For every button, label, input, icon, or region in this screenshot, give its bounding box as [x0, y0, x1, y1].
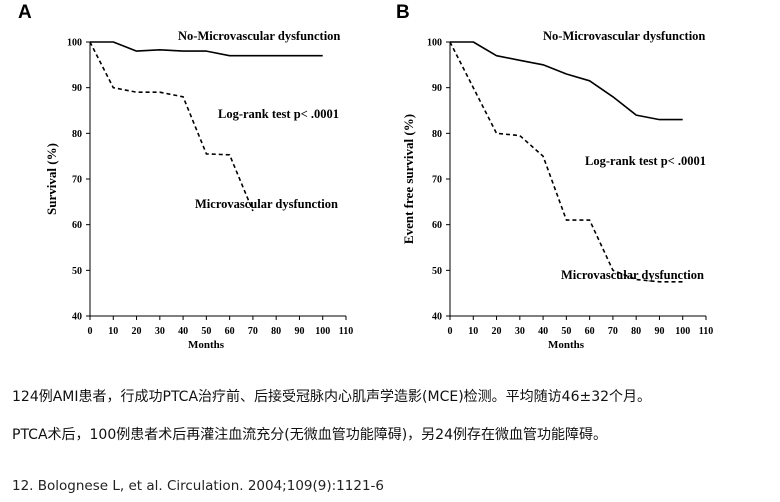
panel-a-x-tick-label: 70	[248, 326, 258, 337]
panel-b-x-tick-label: 20	[492, 326, 502, 337]
panel-a-x-tick-label: 40	[178, 326, 188, 337]
panel-b-y-tick-label: 80	[432, 129, 442, 140]
panel-b-annotation-microvascular: Microvascular dysfunction	[561, 268, 704, 282]
panel-a-label: A	[18, 2, 32, 23]
panel-b-y-tick-label: 70	[432, 175, 442, 186]
panel-a-x-tick-label: 100	[315, 326, 330, 337]
panel-a-y-tick-label: 90	[72, 83, 82, 94]
panel-a-microvascular-dysfunction-line	[89, 41, 254, 212]
panel-a-y-axis-title: Survival (%)	[44, 143, 59, 215]
panel-a-no-microvascular-dysfunction-line	[90, 41, 323, 57]
panel-b-x-tick-label: 110	[699, 326, 713, 337]
panel-b-y-tick-label: 40	[432, 312, 442, 323]
panel-b-annotation-no-microvascular: No-Microvascular dysfunction	[543, 29, 705, 43]
panel-b-x-tick-label: 50	[561, 326, 571, 337]
panel-b-y-tick-label: 60	[432, 220, 442, 231]
panel-b-x-tick-label: 40	[538, 326, 548, 337]
panel-b-x-tick-label: 10	[468, 326, 478, 337]
panel-b-no-microvascular-dysfunction-line	[450, 41, 683, 121]
panel-a-x-axis-title: Months	[188, 339, 225, 351]
panel-a-y-tick-label: 50	[72, 266, 82, 277]
panel-b-x-tick-label: 100	[675, 326, 690, 337]
panel-a-annotation-log-rank: Log-rank test p< .0001	[218, 107, 339, 121]
panel-a-y-tick-label: 60	[72, 220, 82, 231]
panel-a-x-tick-label: 10	[108, 326, 118, 337]
panel-a-x-tick-label: 20	[132, 326, 142, 337]
panel-b-y-tick-label: 90	[432, 83, 442, 94]
panel-a-annotation-microvascular: Microvascular dysfunction	[195, 197, 338, 211]
panel-a-y-tick-label: 80	[72, 129, 82, 140]
panel-b-microvascular-dysfunction-line	[449, 41, 683, 283]
panel-a-x-tick-label: 0	[88, 326, 93, 337]
panel-a-y-tick-label: 70	[72, 175, 82, 186]
panel-b-x-tick-label: 90	[654, 326, 664, 337]
citation: 12. Bolognese L, et al. Circulation. 200…	[12, 478, 384, 494]
panel-a-y-tick-label: 40	[72, 312, 82, 323]
panel-a-annotation-no-microvascular: No-Microvascular dysfunction	[178, 29, 340, 43]
panel-b-y-tick-label: 50	[432, 266, 442, 277]
panel-a-x-tick-label: 50	[201, 326, 211, 337]
study-description-line-2: PTCA术后，100例患者术后再灌注血流充分(无微血管功能障碍)，另24例存在微…	[12, 427, 607, 443]
panel-b-x-tick-label: 30	[515, 326, 525, 337]
panel-b-x-tick-label: 60	[585, 326, 595, 337]
panel-b-label: B	[396, 2, 410, 23]
panel-a-y-tick-label: 100	[67, 38, 82, 49]
study-description-line-1: 124例AMI患者，行成功PTCA治疗前、后接受冠脉内心肌声学造影(MCE)检测…	[12, 389, 652, 405]
panel-a-x-tick-label: 80	[271, 326, 281, 337]
panel-b-x-tick-label: 70	[608, 326, 618, 337]
panel-b-annotation-log-rank: Log-rank test p< .0001	[585, 154, 706, 168]
panel-a-x-tick-label: 90	[294, 326, 304, 337]
panel-a-x-tick-label: 30	[155, 326, 165, 337]
panel-a-x-tick-label: 60	[225, 326, 235, 337]
panel-b-y-axis-title: Event free survival (%)	[401, 114, 416, 244]
panel-b-x-tick-label: 0	[448, 326, 453, 337]
panel-a-x-tick-label: 110	[339, 326, 353, 337]
panel-b-y-tick-label: 100	[427, 38, 442, 49]
panel-b-x-tick-label: 80	[631, 326, 641, 337]
panel-b-x-axis-title: Months	[548, 339, 585, 351]
